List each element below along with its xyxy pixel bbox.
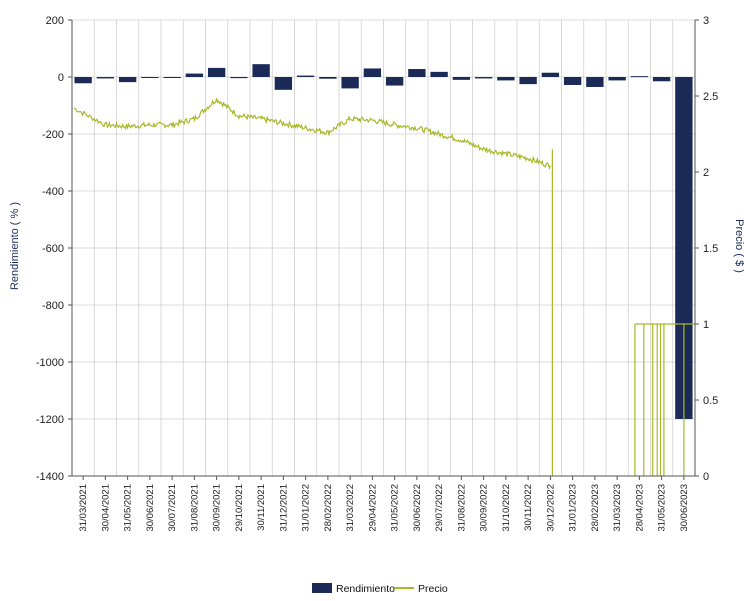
line-series-precio-drop <box>551 149 695 476</box>
x-tick-label: 31/10/2022 <box>501 484 512 532</box>
bar-rendimiento <box>118 77 137 83</box>
y-left-tick-label: -600 <box>42 243 64 255</box>
x-tick-label: 30/07/2021 <box>167 484 178 532</box>
bar-rendimiento <box>430 71 448 77</box>
x-tick-label: 31/12/2021 <box>278 484 289 532</box>
bar-rendimiento <box>519 77 537 85</box>
bar-rendimiento <box>163 77 181 78</box>
x-tick-label: 30/09/2022 <box>479 484 490 532</box>
x-tick-label: 30/06/2021 <box>145 484 156 532</box>
y-left-tick-label: -200 <box>42 129 64 141</box>
bar-rendimiento <box>141 77 159 78</box>
x-tick-label: 31/05/2023 <box>657 484 668 532</box>
y-left-tick-label: -800 <box>42 300 64 312</box>
bar-rendimiento <box>74 77 92 84</box>
bar-rendimiento <box>497 77 515 81</box>
x-tick-label: 28/04/2023 <box>634 484 645 532</box>
bar-rendimiento <box>363 68 382 77</box>
bar-rendimiento <box>652 77 671 82</box>
bar-rendimiento <box>474 77 493 79</box>
y-left-tick-label: -1000 <box>36 357 64 369</box>
y-left-tick-label: -400 <box>42 186 64 198</box>
bar-rendimiento <box>185 73 204 77</box>
bar-rendimiento <box>274 77 293 90</box>
legend: Rendimiento Precio <box>312 583 448 595</box>
y-left-tick-label: -1200 <box>36 414 64 426</box>
x-tick-label: 28/02/2023 <box>590 484 601 532</box>
bar-rendimiento <box>96 77 115 79</box>
x-axis-ticks: 31/03/2021 30/04/2021 31/05/2021 30/06/2021… <box>78 476 690 532</box>
bar-rendimiento <box>319 77 337 79</box>
x-tick-label: 29/07/2022 <box>434 484 445 532</box>
line-series-precio <box>73 98 551 171</box>
x-tick-label: 30/12/2022 <box>545 484 556 532</box>
bar-rendimiento <box>252 64 270 77</box>
bar-rendimiento <box>207 67 226 77</box>
x-tick-label: 30/11/2021 <box>256 484 267 531</box>
x-tick-label: 30/06/2022 <box>412 484 423 532</box>
x-tick-label: 31/05/2022 <box>390 484 401 532</box>
x-tick-label: 31/05/2021 <box>123 484 134 532</box>
bar-rendimiento <box>586 77 604 87</box>
bar-rendimiento <box>452 77 471 80</box>
y-right-tick-label: 2.5 <box>703 91 718 103</box>
bar-rendimiento <box>408 69 426 77</box>
y-left-tick-label: -1400 <box>36 471 64 483</box>
y-axis-right-ticks: 3 2.5 2 1.5 1 0.5 0 <box>695 15 718 483</box>
bar-rendimiento <box>385 77 404 86</box>
y-right-tick-label: 3 <box>703 15 709 27</box>
y-axis-left-title: Rendimiento ( % ) <box>9 202 21 290</box>
x-tick-label: 30/06/2023 <box>679 484 690 532</box>
legend-swatch-rendimiento <box>312 583 332 593</box>
y-right-tick-label: 2 <box>703 167 709 179</box>
x-tick-label: 31/08/2021 <box>189 484 200 532</box>
x-tick-label: 31/03/2023 <box>612 484 623 532</box>
y-right-tick-label: 1 <box>703 319 709 331</box>
x-tick-label: 28/02/2022 <box>323 484 334 532</box>
bar-rendimiento <box>608 77 626 81</box>
bar-series-rendimiento <box>74 64 693 419</box>
x-tick-label: 30/11/2022 <box>523 484 534 531</box>
x-tick-label: 31/01/2023 <box>568 484 579 532</box>
x-tick-label: 31/08/2022 <box>456 484 467 532</box>
bar-rendimiento <box>675 77 693 419</box>
legend-label-precio: Precio <box>418 583 448 595</box>
bar-rendimiento <box>563 77 582 85</box>
x-tick-label: 29/10/2021 <box>234 484 245 532</box>
x-tick-label: 29/04/2022 <box>367 484 378 532</box>
bar-rendimiento <box>341 77 359 89</box>
bar-rendimiento <box>230 77 248 79</box>
x-tick-label: 31/03/2021 <box>78 484 89 532</box>
y-left-tick-label: 200 <box>46 15 64 27</box>
legend-label-rendimiento: Rendimiento <box>336 583 395 595</box>
y-axis-right-title: Precio ( $ ) <box>733 219 744 273</box>
x-tick-label: 30/04/2021 <box>100 484 111 532</box>
x-tick-label: 30/09/2021 <box>212 484 223 532</box>
grid-lines <box>71 19 696 477</box>
y-right-tick-label: 0.5 <box>703 395 718 407</box>
x-tick-label: 31/03/2022 <box>345 484 356 532</box>
y-right-tick-label: 1.5 <box>703 243 718 255</box>
x-tick-label: 31/01/2022 <box>301 484 312 532</box>
y-left-tick-label: 0 <box>58 72 64 84</box>
bar-rendimiento <box>296 75 315 77</box>
y-right-tick-label: 0 <box>703 471 709 483</box>
bar-rendimiento <box>630 76 649 78</box>
bar-rendimiento <box>541 72 560 77</box>
y-axis-left-ticks: 200 0 -200 -400 -600 -800 -1000 -1200 -1400 <box>36 15 72 483</box>
